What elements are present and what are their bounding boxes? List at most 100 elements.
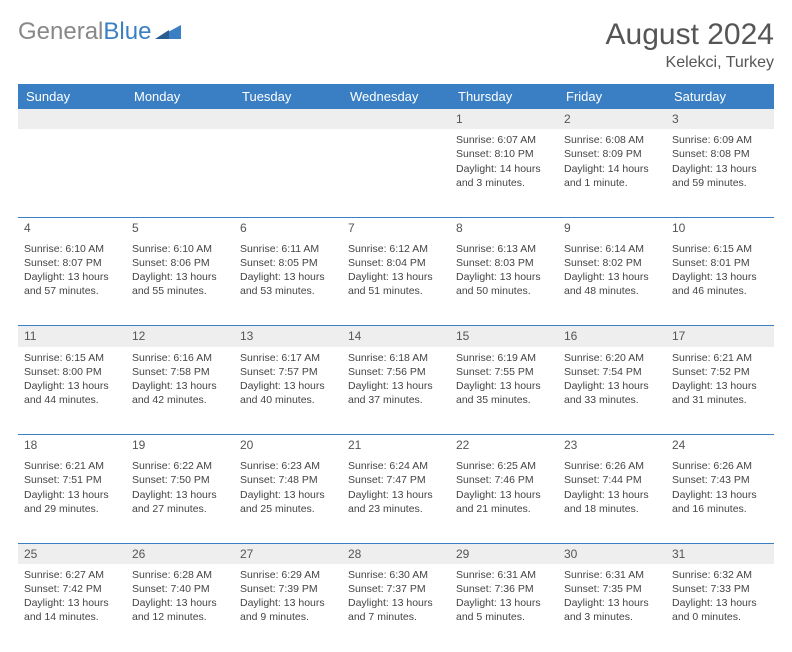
sunset-text: Sunset: 7:54 PM xyxy=(564,365,660,379)
weekday-header: Monday xyxy=(126,84,234,109)
day-number-cell xyxy=(342,109,450,129)
day-number: 19 xyxy=(132,438,145,452)
day-number-cell: 22 xyxy=(450,435,558,456)
weekday-header: Thursday xyxy=(450,84,558,109)
day-number: 5 xyxy=(132,221,139,235)
day-number: 17 xyxy=(672,329,685,343)
day-info-cell: Sunrise: 6:22 AMSunset: 7:50 PMDaylight:… xyxy=(126,455,234,543)
sunset-text: Sunset: 7:46 PM xyxy=(456,473,552,487)
week-daynum-row: 25262728293031 xyxy=(18,543,774,564)
day-number: 13 xyxy=(240,329,253,343)
sunrise-text: Sunrise: 6:11 AM xyxy=(240,242,336,256)
day-number: 28 xyxy=(348,547,361,561)
week-daynum-row: 1 2 3 xyxy=(18,109,774,129)
day-info-cell: Sunrise: 6:17 AMSunset: 7:57 PMDaylight:… xyxy=(234,347,342,435)
day-info-cell: Sunrise: 6:32 AMSunset: 7:33 PMDaylight:… xyxy=(666,564,774,652)
sunrise-text: Sunrise: 6:14 AM xyxy=(564,242,660,256)
daylight-text: Daylight: 13 hours and 29 minutes. xyxy=(24,488,120,516)
day-info-cell xyxy=(234,129,342,217)
day-number: 29 xyxy=(456,547,469,561)
sunset-text: Sunset: 8:10 PM xyxy=(456,147,552,161)
day-info-cell: Sunrise: 6:20 AMSunset: 7:54 PMDaylight:… xyxy=(558,347,666,435)
day-number-cell: 28 xyxy=(342,543,450,564)
day-info-cell: Sunrise: 6:08 AMSunset: 8:09 PMDaylight:… xyxy=(558,129,666,217)
sunset-text: Sunset: 7:44 PM xyxy=(564,473,660,487)
weekday-header: Saturday xyxy=(666,84,774,109)
sunrise-text: Sunrise: 6:16 AM xyxy=(132,351,228,365)
daylight-text: Daylight: 13 hours and 33 minutes. xyxy=(564,379,660,407)
day-number: 6 xyxy=(240,221,247,235)
sunset-text: Sunset: 8:06 PM xyxy=(132,256,228,270)
day-number: 25 xyxy=(24,547,37,561)
daylight-text: Daylight: 13 hours and 18 minutes. xyxy=(564,488,660,516)
sunset-text: Sunset: 8:07 PM xyxy=(24,256,120,270)
sunset-text: Sunset: 7:52 PM xyxy=(672,365,768,379)
day-info-cell xyxy=(342,129,450,217)
week-info-row: Sunrise: 6:10 AMSunset: 8:07 PM Daylight:… xyxy=(18,238,774,326)
daylight-text: Daylight: 13 hours and 9 minutes. xyxy=(240,596,336,624)
sunrise-text: Sunrise: 6:25 AM xyxy=(456,459,552,473)
sunrise-text: Sunrise: 6:29 AM xyxy=(240,568,336,582)
day-number-cell: 20 xyxy=(234,435,342,456)
sunrise-text: Sunrise: 6:20 AM xyxy=(564,351,660,365)
sunset-text: Sunset: 7:50 PM xyxy=(132,473,228,487)
day-info-cell: Sunrise: 6:19 AMSunset: 7:55 PMDaylight:… xyxy=(450,347,558,435)
day-number-cell: 15 xyxy=(450,326,558,347)
logo: GeneralBlue xyxy=(18,18,181,46)
day-info-cell: Sunrise: 6:25 AMSunset: 7:46 PMDaylight:… xyxy=(450,455,558,543)
daylight-text: Daylight: 13 hours and 25 minutes. xyxy=(240,488,336,516)
day-number: 16 xyxy=(564,329,577,343)
day-number: 31 xyxy=(672,547,685,561)
day-number: 1 xyxy=(456,112,463,126)
sunrise-text: Sunrise: 6:10 AM xyxy=(24,242,120,256)
day-info-cell: Sunrise: 6:21 AMSunset: 7:52 PMDaylight:… xyxy=(666,347,774,435)
day-info-cell: Sunrise: 6:09 AMSunset: 8:08 PMDaylight:… xyxy=(666,129,774,217)
day-number-cell: 3 xyxy=(666,109,774,129)
day-number: 18 xyxy=(24,438,37,452)
sunrise-text: Sunrise: 6:30 AM xyxy=(348,568,444,582)
day-number: 3 xyxy=(672,112,679,126)
logo-text-general: General xyxy=(18,18,103,46)
sunset-text: Sunset: 7:43 PM xyxy=(672,473,768,487)
day-number-cell: 26 xyxy=(126,543,234,564)
day-number: 8 xyxy=(456,221,463,235)
sunrise-text: Sunrise: 6:21 AM xyxy=(24,459,120,473)
sunrise-text: Sunrise: 6:31 AM xyxy=(456,568,552,582)
week-daynum-row: 11121314151617 xyxy=(18,326,774,347)
header: GeneralBlue August 2024 Kelekci, Turkey xyxy=(18,18,774,72)
sunrise-text: Sunrise: 6:17 AM xyxy=(240,351,336,365)
daylight-text: Daylight: 13 hours and 42 minutes. xyxy=(132,379,228,407)
sunrise-text: Sunrise: 6:26 AM xyxy=(672,459,768,473)
sunrise-text: Sunrise: 6:26 AM xyxy=(564,459,660,473)
sunset-text: Sunset: 8:02 PM xyxy=(564,256,660,270)
weekday-header-row: Sunday Monday Tuesday Wednesday Thursday… xyxy=(18,84,774,109)
day-number: 27 xyxy=(240,547,253,561)
day-info-cell: Sunrise: 6:26 AMSunset: 7:44 PMDaylight:… xyxy=(558,455,666,543)
day-info-cell: Sunrise: 6:30 AMSunset: 7:37 PMDaylight:… xyxy=(342,564,450,652)
week-info-row: Sunrise: 6:27 AMSunset: 7:42 PMDaylight:… xyxy=(18,564,774,652)
day-info-cell: Sunrise: 6:11 AMSunset: 8:05 PMDaylight:… xyxy=(234,238,342,326)
sunrise-text: Sunrise: 6:19 AM xyxy=(456,351,552,365)
day-number-cell: 4 xyxy=(18,217,126,238)
day-number: 9 xyxy=(564,221,571,235)
day-number: 15 xyxy=(456,329,469,343)
daylight-text: Daylight: 13 hours and 16 minutes. xyxy=(672,488,768,516)
daylight-text: Daylight: 13 hours and 53 minutes. xyxy=(240,270,336,298)
sunset-text: Sunset: 7:42 PM xyxy=(24,582,120,596)
sunrise-text: Sunrise: 6:18 AM xyxy=(348,351,444,365)
day-number: 23 xyxy=(564,438,577,452)
daylight-text: Daylight: 13 hours and 7 minutes. xyxy=(348,596,444,624)
day-number-cell: 27 xyxy=(234,543,342,564)
day-info-cell: Sunrise: 6:31 AMSunset: 7:36 PMDaylight:… xyxy=(450,564,558,652)
day-number: 11 xyxy=(24,329,36,343)
sunrise-text: Sunrise: 6:22 AM xyxy=(132,459,228,473)
daylight-text: Daylight: 13 hours and 46 minutes. xyxy=(672,270,768,298)
day-number-cell xyxy=(234,109,342,129)
day-info-cell: Sunrise: 6:23 AMSunset: 7:48 PMDaylight:… xyxy=(234,455,342,543)
daylight-text: Daylight: 13 hours and 35 minutes. xyxy=(456,379,552,407)
week-daynum-row: 18192021222324 xyxy=(18,435,774,456)
daylight-text: Daylight: 13 hours and 44 minutes. xyxy=(24,379,120,407)
day-info-cell: Sunrise: 6:27 AMSunset: 7:42 PMDaylight:… xyxy=(18,564,126,652)
day-number: 2 xyxy=(564,112,571,126)
sunrise-text: Sunrise: 6:08 AM xyxy=(564,133,660,147)
